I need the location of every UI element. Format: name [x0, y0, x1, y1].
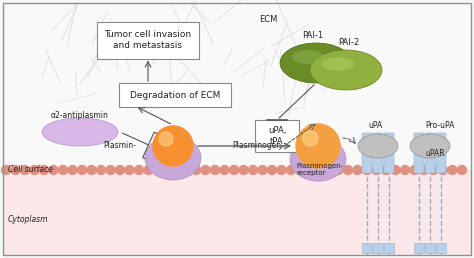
- Ellipse shape: [42, 118, 118, 146]
- Circle shape: [382, 165, 391, 174]
- FancyBboxPatch shape: [255, 120, 299, 152]
- Bar: [315, 168, 321, 179]
- Bar: [425, 243, 435, 253]
- Bar: [3, 3, 471, 170]
- FancyBboxPatch shape: [414, 133, 424, 173]
- Bar: [373, 243, 383, 253]
- Circle shape: [116, 165, 125, 174]
- Circle shape: [353, 165, 362, 174]
- Circle shape: [457, 165, 466, 174]
- Circle shape: [419, 165, 428, 174]
- Text: Cell surface: Cell surface: [8, 165, 53, 174]
- Circle shape: [39, 165, 48, 174]
- Circle shape: [97, 165, 106, 174]
- Circle shape: [325, 165, 334, 174]
- Circle shape: [87, 165, 96, 174]
- Circle shape: [296, 124, 340, 168]
- Circle shape: [448, 165, 457, 174]
- Text: Plasmin-: Plasmin-: [103, 141, 136, 149]
- Circle shape: [438, 165, 447, 174]
- Circle shape: [49, 165, 58, 174]
- Circle shape: [429, 165, 438, 174]
- Bar: [436, 243, 446, 253]
- Circle shape: [191, 165, 201, 174]
- Ellipse shape: [358, 134, 398, 158]
- Text: PAI-1: PAI-1: [302, 31, 324, 40]
- Circle shape: [163, 165, 172, 174]
- Text: Degradation of ECM: Degradation of ECM: [130, 91, 220, 100]
- Bar: [362, 243, 372, 253]
- Circle shape: [410, 165, 419, 174]
- Circle shape: [182, 165, 191, 174]
- Circle shape: [135, 165, 144, 174]
- Circle shape: [372, 165, 381, 174]
- Text: Cytoplasm: Cytoplasm: [8, 215, 48, 224]
- Circle shape: [277, 165, 286, 174]
- FancyBboxPatch shape: [97, 21, 199, 59]
- Circle shape: [344, 165, 353, 174]
- Text: uPA: uPA: [369, 121, 383, 130]
- Bar: [170, 168, 176, 178]
- Bar: [384, 243, 394, 253]
- Circle shape: [201, 165, 210, 174]
- Circle shape: [302, 131, 318, 146]
- FancyBboxPatch shape: [384, 133, 394, 173]
- Circle shape: [220, 165, 229, 174]
- Circle shape: [11, 165, 20, 174]
- Bar: [3, 170, 471, 255]
- Text: α2-antiplasmin: α2-antiplasmin: [51, 111, 109, 120]
- Text: Tumor cell invasion
and metastasis: Tumor cell invasion and metastasis: [104, 30, 191, 50]
- Circle shape: [229, 165, 238, 174]
- Ellipse shape: [310, 50, 382, 90]
- Ellipse shape: [280, 43, 352, 83]
- Bar: [414, 243, 424, 253]
- FancyBboxPatch shape: [436, 133, 446, 173]
- Circle shape: [68, 165, 77, 174]
- Circle shape: [159, 132, 173, 146]
- Circle shape: [267, 165, 276, 174]
- FancyBboxPatch shape: [373, 133, 383, 173]
- Circle shape: [144, 165, 153, 174]
- Circle shape: [153, 126, 193, 166]
- Circle shape: [1, 165, 10, 174]
- Circle shape: [125, 165, 134, 174]
- Circle shape: [154, 165, 163, 174]
- Circle shape: [334, 165, 343, 174]
- Circle shape: [286, 165, 295, 174]
- Text: ECM: ECM: [259, 15, 277, 24]
- Ellipse shape: [145, 136, 201, 180]
- Text: Pro-uPA: Pro-uPA: [425, 121, 455, 130]
- Text: uPAR: uPAR: [425, 149, 445, 157]
- Circle shape: [58, 165, 67, 174]
- Text: Plasminogen-: Plasminogen-: [232, 141, 284, 149]
- Circle shape: [363, 165, 372, 174]
- Circle shape: [210, 165, 219, 174]
- Ellipse shape: [410, 134, 450, 158]
- Circle shape: [306, 165, 315, 174]
- Ellipse shape: [322, 57, 354, 71]
- FancyBboxPatch shape: [425, 133, 435, 173]
- Circle shape: [401, 165, 410, 174]
- Text: Plasminogen-
receptor: Plasminogen- receptor: [296, 163, 343, 176]
- Circle shape: [20, 165, 29, 174]
- Text: uPA,
tPA: uPA, tPA: [268, 126, 286, 146]
- Circle shape: [258, 165, 267, 174]
- Circle shape: [296, 165, 305, 174]
- Circle shape: [106, 165, 115, 174]
- Ellipse shape: [290, 137, 346, 181]
- Circle shape: [239, 165, 248, 174]
- Circle shape: [78, 165, 86, 174]
- Circle shape: [248, 165, 257, 174]
- Ellipse shape: [292, 50, 324, 64]
- Circle shape: [173, 165, 182, 174]
- Text: PAI-2: PAI-2: [338, 38, 360, 47]
- Circle shape: [30, 165, 39, 174]
- Circle shape: [315, 165, 324, 174]
- FancyBboxPatch shape: [119, 83, 231, 107]
- FancyBboxPatch shape: [362, 133, 372, 173]
- Circle shape: [391, 165, 400, 174]
